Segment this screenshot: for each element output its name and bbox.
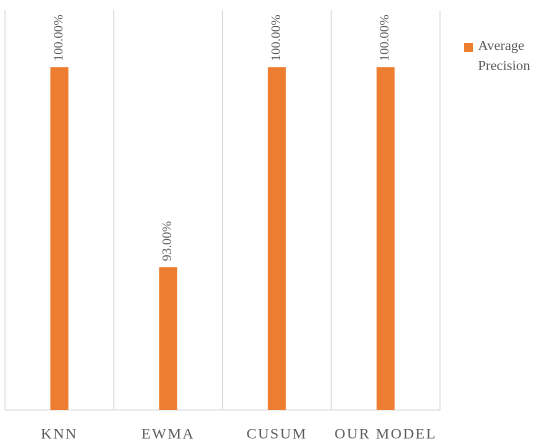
bar <box>159 267 178 410</box>
legend-label: Average Precision <box>478 39 531 74</box>
bar <box>376 67 395 411</box>
x-tick-label: CUSUM <box>246 426 307 442</box>
value-label: 100.00% <box>50 14 65 61</box>
value-label: 100.00% <box>377 14 392 61</box>
bar <box>267 67 286 411</box>
x-tick-label: OUR MODEL <box>335 426 437 442</box>
legend-swatch <box>464 43 473 52</box>
x-tick-label: EWMA <box>141 426 195 442</box>
bar <box>50 67 69 411</box>
x-tick-label: KNN <box>41 426 78 442</box>
value-label: 100.00% <box>268 14 283 61</box>
value-label: 93.00% <box>159 221 174 261</box>
